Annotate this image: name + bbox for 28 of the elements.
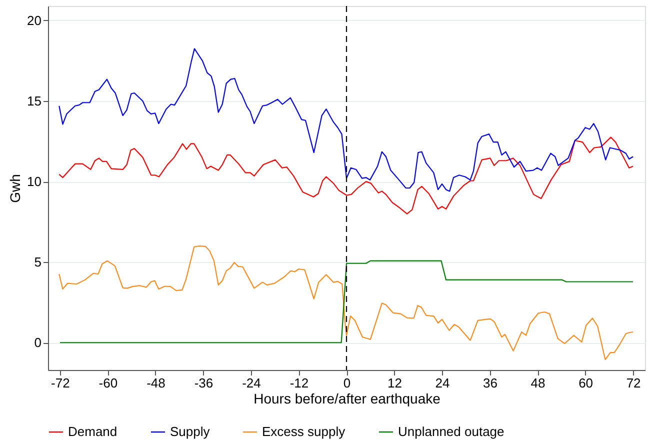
line-series	[59, 260, 634, 344]
x-tick-label: 60	[578, 376, 594, 390]
legend-label: Supply	[170, 424, 210, 439]
y-axis-title: Gwh	[7, 174, 24, 203]
x-tick-label: 48	[530, 376, 546, 390]
y-tick-label: 0	[34, 335, 42, 350]
x-tick-label: 72	[626, 376, 641, 390]
legend-label: Unplanned outage	[398, 424, 504, 439]
x-tick-label: -48	[146, 376, 166, 390]
x-tick-label: -24	[242, 376, 261, 390]
x-tick-label: -60	[98, 376, 118, 390]
legend-label: Demand	[68, 424, 118, 439]
legend-label: Excess supply	[262, 424, 346, 439]
y-tick-label: 15	[27, 94, 42, 109]
x-axis-title: Hours before/after earthquake	[254, 390, 441, 406]
x-tick-label: 24	[435, 376, 450, 390]
line-series	[58, 245, 634, 360]
x-tick-label: -12	[290, 376, 309, 390]
x-tick-label: 0	[343, 376, 351, 390]
line-series	[58, 136, 634, 214]
y-tick-label: 5	[34, 254, 42, 270]
line-series	[58, 48, 634, 192]
x-tick-label: -72	[51, 376, 70, 390]
x-tick-label: 36	[483, 376, 498, 390]
x-tick-label: -36	[194, 376, 214, 390]
y-tick-label: 10	[27, 174, 42, 190]
y-tick-label: 20	[27, 12, 42, 28]
x-tick-label: 12	[388, 376, 402, 390]
